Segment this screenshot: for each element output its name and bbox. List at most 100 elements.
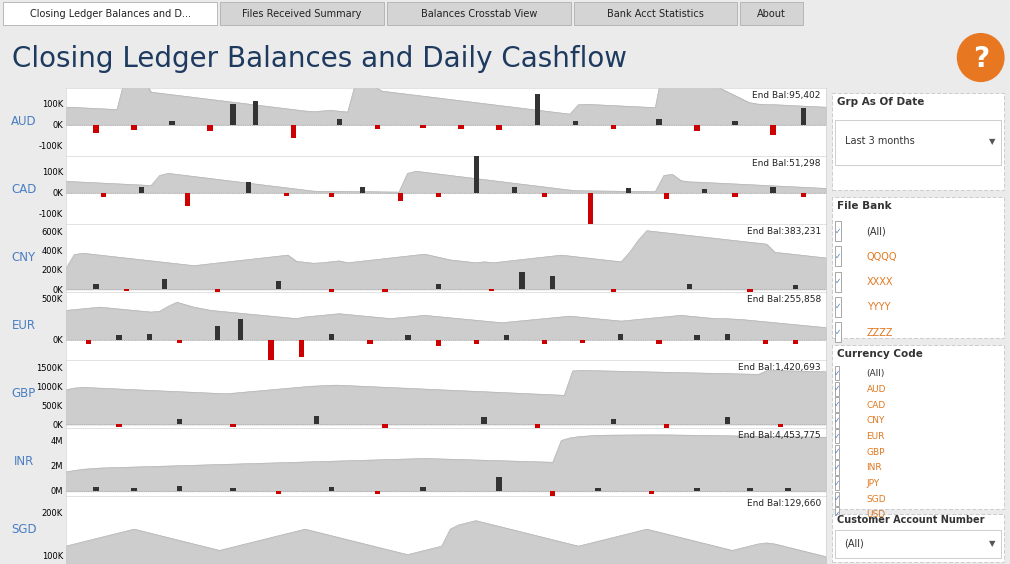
Text: (All): (All) — [867, 369, 885, 378]
Bar — [588, 192, 593, 247]
FancyBboxPatch shape — [831, 514, 1005, 562]
Bar — [170, 121, 175, 125]
Bar — [732, 121, 737, 125]
Bar — [687, 284, 692, 289]
Bar — [732, 192, 737, 197]
Bar — [611, 419, 616, 424]
Bar — [793, 340, 799, 343]
Bar — [398, 192, 403, 201]
Bar — [177, 340, 183, 343]
Bar — [580, 340, 586, 343]
Bar — [230, 104, 235, 125]
Text: AUD: AUD — [867, 385, 886, 394]
Bar — [534, 94, 539, 125]
Text: ✓: ✓ — [835, 328, 841, 337]
Bar — [230, 487, 235, 491]
FancyBboxPatch shape — [835, 120, 1001, 165]
FancyBboxPatch shape — [831, 92, 1005, 190]
Text: About: About — [758, 8, 786, 19]
Text: ✓: ✓ — [835, 302, 841, 311]
Bar — [747, 289, 752, 299]
FancyBboxPatch shape — [3, 2, 217, 25]
FancyBboxPatch shape — [574, 2, 737, 25]
Bar — [497, 125, 502, 130]
FancyBboxPatch shape — [835, 398, 839, 412]
Text: File Bank: File Bank — [837, 201, 892, 212]
Text: USD: USD — [867, 510, 886, 519]
Text: CNY: CNY — [867, 416, 885, 425]
Bar — [405, 336, 410, 340]
Text: GBP: GBP — [12, 387, 36, 400]
Bar — [238, 319, 243, 340]
Bar — [215, 326, 220, 340]
Bar — [177, 419, 183, 424]
Bar — [291, 125, 297, 138]
Bar — [542, 340, 547, 344]
Bar — [269, 340, 274, 360]
Bar — [793, 285, 799, 289]
Bar — [474, 152, 479, 192]
Bar — [459, 125, 464, 129]
Text: ✓: ✓ — [834, 495, 840, 504]
Text: Closing Ledger Balances and Daily Cashflow: Closing Ledger Balances and Daily Cashfl… — [12, 45, 627, 73]
Bar — [93, 284, 99, 289]
Bar — [131, 125, 136, 130]
FancyBboxPatch shape — [835, 429, 839, 443]
FancyBboxPatch shape — [387, 2, 571, 25]
Bar — [185, 192, 190, 206]
Text: Last 3 months: Last 3 months — [844, 136, 914, 146]
Text: End Bal:51,298: End Bal:51,298 — [752, 158, 821, 168]
Text: CAD: CAD — [867, 400, 886, 409]
Bar — [542, 192, 547, 197]
Text: YYYY: YYYY — [867, 302, 890, 312]
Bar — [276, 281, 281, 289]
Bar — [482, 417, 487, 424]
Bar — [276, 491, 281, 494]
Text: ✓: ✓ — [834, 400, 840, 409]
Bar — [254, 101, 259, 125]
FancyBboxPatch shape — [835, 246, 840, 266]
Bar — [116, 336, 121, 340]
Text: XXXX: XXXX — [867, 277, 893, 287]
Text: CAD: CAD — [11, 183, 36, 196]
Text: (All): (All) — [844, 539, 865, 549]
Text: ✓: ✓ — [834, 431, 840, 440]
FancyBboxPatch shape — [740, 2, 803, 25]
FancyBboxPatch shape — [835, 530, 1001, 558]
Bar — [162, 279, 168, 289]
FancyBboxPatch shape — [831, 197, 1005, 338]
Bar — [656, 340, 662, 343]
Bar — [534, 424, 539, 428]
Bar — [215, 289, 220, 292]
FancyBboxPatch shape — [831, 345, 1005, 509]
Bar — [694, 487, 700, 491]
Text: ✓: ✓ — [835, 227, 841, 236]
Bar — [93, 487, 99, 491]
Bar — [101, 192, 106, 197]
Bar — [207, 125, 213, 131]
Bar — [595, 487, 601, 491]
Bar — [336, 119, 342, 125]
Bar — [489, 289, 494, 291]
Text: ZZZZ: ZZZZ — [867, 328, 893, 338]
Text: End Bal:383,231: End Bal:383,231 — [746, 227, 821, 236]
Bar — [230, 424, 235, 427]
FancyBboxPatch shape — [220, 2, 384, 25]
Text: JPY: JPY — [867, 479, 880, 488]
Bar — [801, 108, 806, 125]
Bar — [474, 340, 479, 344]
Text: Files Received Summary: Files Received Summary — [242, 8, 362, 19]
Bar — [329, 334, 334, 340]
Bar — [656, 119, 662, 125]
Text: SGD: SGD — [867, 495, 886, 504]
Text: ✓: ✓ — [834, 385, 840, 394]
FancyBboxPatch shape — [835, 492, 839, 506]
Text: ✓: ✓ — [834, 416, 840, 425]
Bar — [420, 487, 426, 491]
Text: End Bal:95,402: End Bal:95,402 — [752, 91, 821, 100]
Text: ?: ? — [973, 45, 989, 73]
Text: Currency Code: Currency Code — [837, 349, 923, 359]
Bar — [771, 187, 776, 192]
Text: ✓: ✓ — [834, 510, 840, 519]
Text: (All): (All) — [867, 227, 887, 237]
